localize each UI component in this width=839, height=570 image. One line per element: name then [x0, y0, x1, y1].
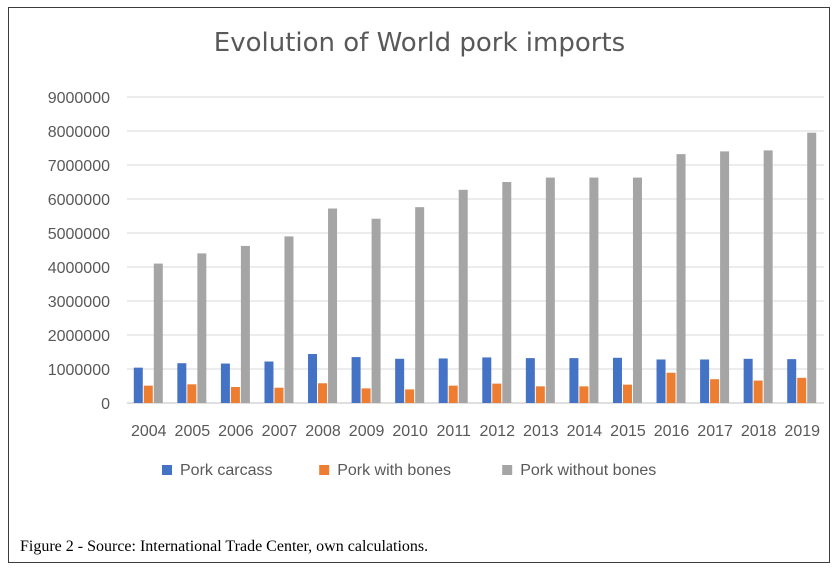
x-tick-label: 2016	[654, 423, 690, 440]
bar-pork-carcass	[308, 354, 318, 403]
y-tick-label: 6000000	[48, 192, 110, 209]
x-tick-label: 2013	[523, 423, 559, 440]
bar-pork-carcass	[612, 357, 622, 403]
x-tick-label: 2011	[437, 423, 472, 440]
bar-pork-without-bones	[676, 154, 686, 403]
bar-pork-without-bones	[807, 132, 817, 403]
x-tick-label: 2012	[479, 423, 515, 440]
bar-chart: 0 1000000 2000000 3000000 4000000 5000000 6000…	[48, 90, 824, 479]
bar-pork-with-bones	[797, 377, 807, 403]
bar-pork-without-bones	[240, 245, 250, 403]
bar-pork-carcass	[482, 357, 492, 403]
bar-pork-with-bones	[274, 387, 284, 403]
x-tick-label: 2007	[262, 423, 298, 440]
bar-pork-carcass	[787, 359, 797, 403]
bar-pork-without-bones	[328, 208, 338, 403]
legend-label: Pork carcass	[180, 462, 272, 479]
legend-swatch	[162, 465, 172, 475]
bar-pork-without-bones	[763, 150, 773, 403]
x-tick-label: 2009	[349, 423, 385, 440]
bar-pork-carcass	[743, 358, 753, 403]
legend-swatch	[502, 465, 513, 475]
x-tick-label: 2005	[175, 423, 211, 440]
bar-pork-with-bones	[143, 385, 153, 403]
y-tick-label: 2000000	[48, 328, 110, 345]
y-tick-label: 4000000	[48, 260, 110, 277]
bar-pork-with-bones	[666, 372, 676, 403]
bar-pork-carcass	[351, 357, 361, 403]
x-tick-label: 2014	[567, 423, 603, 440]
bar-pork-carcass	[569, 358, 579, 403]
bar-pork-without-bones	[153, 263, 163, 403]
bar-pork-with-bones	[622, 384, 632, 403]
bar-pork-without-bones	[720, 151, 730, 403]
x-tick-label: 2008	[305, 423, 341, 440]
bar-pork-with-bones	[361, 388, 371, 403]
bar-pork-carcass	[220, 363, 230, 403]
bar-pork-without-bones	[589, 177, 599, 403]
bar-pork-with-bones	[448, 385, 458, 403]
legend-label: Pork without bones	[520, 462, 656, 479]
bar-pork-with-bones	[230, 387, 240, 403]
bar-pork-carcass	[656, 359, 666, 403]
bar-pork-without-bones	[502, 182, 512, 403]
bar-pork-with-bones	[187, 384, 197, 403]
bar-pork-with-bones	[535, 386, 545, 403]
bar-pork-carcass	[133, 367, 143, 403]
bar-pork-carcass	[525, 358, 535, 403]
bar-pork-carcass	[264, 361, 274, 403]
bar-pork-with-bones	[710, 379, 720, 403]
x-tick-label: 2010	[392, 423, 428, 440]
bar-pork-with-bones	[492, 383, 502, 403]
bar-pork-without-bones	[284, 236, 294, 403]
legend-swatch	[319, 465, 330, 475]
bar-pork-with-bones	[579, 386, 589, 403]
bar-pork-with-bones	[405, 389, 415, 403]
x-tick-label: 2018	[741, 423, 777, 440]
y-tick-label: 7000000	[48, 158, 110, 175]
bar-pork-carcass	[395, 358, 405, 403]
bar-pork-without-bones	[197, 253, 207, 403]
y-tick-label: 3000000	[48, 294, 110, 311]
bar-pork-without-bones	[371, 218, 381, 403]
y-tick-label: 8000000	[48, 124, 110, 141]
x-tick-label: 2019	[784, 423, 820, 440]
bar-pork-with-bones	[318, 383, 328, 403]
bar-pork-carcass	[438, 358, 448, 403]
x-tick-label: 2004	[131, 423, 167, 440]
bar-pork-carcass	[177, 363, 187, 403]
bar-pork-with-bones	[753, 380, 763, 403]
x-tick-label: 2017	[697, 423, 733, 440]
chart-title: Evolution of World pork imports	[213, 28, 626, 58]
figure-caption: Figure 2 - Source: International Trade C…	[20, 538, 429, 555]
y-tick-label: 0	[101, 396, 110, 413]
bar-pork-carcass	[700, 359, 710, 403]
bar-pork-without-bones	[632, 177, 642, 403]
bar-pork-without-bones	[458, 189, 468, 403]
x-tick-label: 2015	[610, 423, 646, 440]
bar-pork-without-bones	[545, 177, 555, 403]
bar-pork-without-bones	[415, 207, 425, 403]
x-tick-label: 2006	[218, 423, 254, 440]
y-tick-label: 1000000	[48, 362, 110, 379]
legend-label: Pork with bones	[337, 462, 451, 479]
y-tick-label: 9000000	[48, 90, 110, 107]
y-tick-label: 5000000	[48, 226, 110, 243]
